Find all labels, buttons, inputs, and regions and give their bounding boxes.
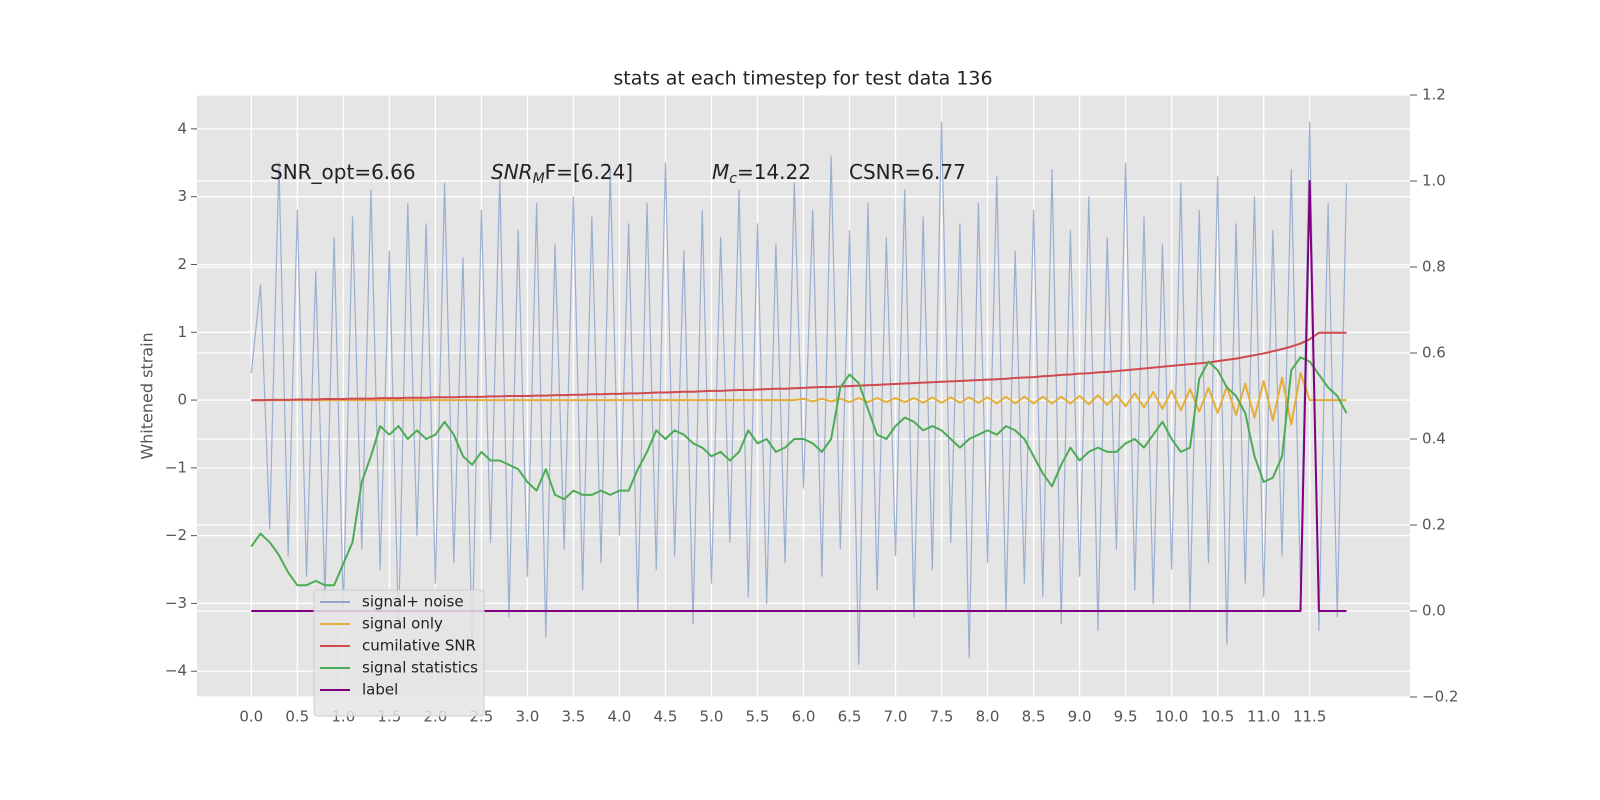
- y2-tick-label: 0.4: [1422, 430, 1446, 448]
- x-tick-label: 10.5: [1201, 708, 1234, 726]
- y-tick-label: −3: [165, 594, 187, 612]
- series-line: [251, 371, 1347, 426]
- x-tick-label: 5.5: [746, 708, 770, 726]
- legend-label: label: [362, 681, 398, 699]
- x-tick-label: 0.0: [239, 708, 263, 726]
- x-tick-label: 0.5: [285, 708, 309, 726]
- chart-title: stats at each timestep for test data 136: [613, 68, 992, 90]
- y2-tick-label: 1.0: [1422, 172, 1446, 190]
- x-tick-label: 3.0: [515, 708, 539, 726]
- series-line: [251, 331, 1347, 402]
- annotation: CSNR=6.77: [849, 160, 966, 184]
- series-line: [250, 121, 1348, 666]
- x-tick-label: 4.0: [608, 708, 632, 726]
- legend-label: signal only: [362, 615, 443, 633]
- annotation-sub: c: [729, 171, 737, 187]
- y-tick-label: 2: [177, 255, 187, 273]
- annotation-text: SNR_opt=6.66: [270, 160, 416, 184]
- legend-box: [313, 589, 485, 717]
- x-tick-label: 7.0: [884, 708, 908, 726]
- annotation-text: =14.22: [737, 160, 811, 184]
- x-tick-label: 9.5: [1114, 708, 1138, 726]
- annotation-base: SNR: [491, 160, 533, 184]
- x-tick-label: 9.0: [1068, 708, 1092, 726]
- y2-tick-label: 0.6: [1422, 344, 1446, 362]
- y2-tick-label: 0.8: [1422, 258, 1446, 276]
- x-tick-label: 8.5: [1022, 708, 1046, 726]
- y2-tick-label: 0.0: [1422, 602, 1446, 620]
- annotation: Mc=14.22: [712, 160, 811, 188]
- x-tick-label: 11.0: [1247, 708, 1280, 726]
- x-tick-label: 5.0: [700, 708, 724, 726]
- y-tick-label: 3: [177, 187, 187, 205]
- y-axis-label: Whitened strain: [138, 332, 157, 459]
- x-tick-label: 6.5: [838, 708, 862, 726]
- y2-tick-label: 1.2: [1422, 86, 1446, 104]
- x-tick-label: 8.0: [976, 708, 1000, 726]
- annotations: SNR_opt=6.66 SNRMF=[6.24] Mc=14.22 CSNR=6.7…: [270, 160, 966, 188]
- x-tick-label: 11.5: [1293, 708, 1326, 726]
- x-tick-label: 4.5: [654, 708, 678, 726]
- y-tick-label: 1: [177, 323, 187, 341]
- series-line: [250, 356, 1348, 587]
- annotation: SNRMF=[6.24]: [491, 160, 633, 188]
- legend-label: signal+ noise: [362, 593, 464, 611]
- y-tick-label: 0: [177, 391, 187, 409]
- annotation-text: F=[6.24]: [545, 160, 633, 184]
- x-tick-label: 10.0: [1155, 708, 1188, 726]
- y-tick-label: −1: [165, 458, 187, 476]
- x-tick-label: 6.0: [792, 708, 816, 726]
- annotation-text: CSNR=6.77: [849, 160, 966, 184]
- legend-label: signal statistics: [362, 659, 478, 677]
- annotation: SNR_opt=6.66: [270, 160, 416, 184]
- axes: 0.00.51.01.52.02.53.03.54.04.55.05.56.06…: [165, 86, 1459, 726]
- y2-tick-label: 0.2: [1422, 516, 1446, 534]
- x-tick-label: 7.5: [930, 708, 954, 726]
- legend: signal+ noise signal only cumilative SNR si…: [313, 589, 485, 717]
- annotation-sub: M: [533, 171, 545, 187]
- legend-label: cumilative SNR: [362, 637, 476, 655]
- y-tick-label: −2: [165, 526, 187, 544]
- y-tick-label: 4: [177, 119, 187, 137]
- y-tick-label: −4: [165, 662, 187, 680]
- y2-tick-label: −0.2: [1422, 688, 1458, 706]
- annotation-base: M: [712, 160, 729, 184]
- x-tick-label: 3.5: [561, 708, 585, 726]
